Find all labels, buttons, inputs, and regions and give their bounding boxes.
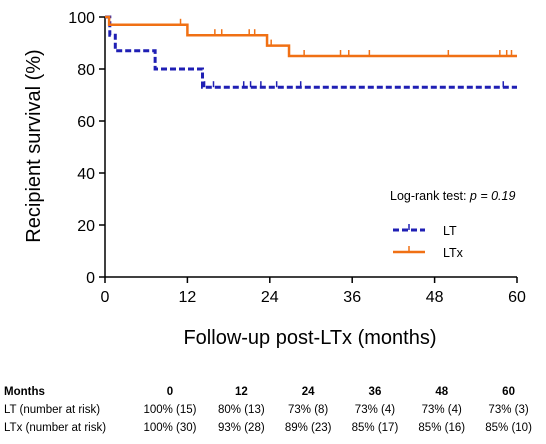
risk-cell: 85% (10)	[485, 422, 532, 434]
y-tick-label: 60	[77, 114, 95, 131]
risk-row-lt: LT (number at risk) 100% (15) 80% (13) 7…	[4, 401, 542, 419]
x-tick-label: 24	[261, 289, 279, 306]
x-tick-label: 60	[508, 289, 526, 306]
risk-cell: 100% (30)	[143, 422, 197, 434]
risk-cell: 73% (3)	[488, 404, 529, 416]
x-axis-label: Follow-up post-LTx (months)	[183, 327, 436, 349]
y-axis-label: Recipient survival (%)	[23, 49, 45, 242]
month-header: 60	[502, 386, 515, 398]
risk-cell: 73% (8)	[288, 404, 329, 416]
risk-cell: 85% (16)	[418, 422, 466, 434]
y-tick-label: 0	[86, 270, 95, 287]
risk-row-ltx: LTx (number at risk) 100% (30) 93% (28) …	[4, 419, 542, 437]
series-line-ltx	[105, 15, 517, 58]
month-header: 0	[166, 386, 174, 398]
x-tick-label: 48	[426, 289, 444, 306]
logrank-stat: p	[469, 189, 477, 203]
risk-cell: 100% (15)	[143, 404, 197, 416]
month-header: 48	[435, 386, 449, 398]
risk-cell: 85% (17)	[351, 422, 399, 434]
risk-table-header-label: Months	[4, 386, 45, 398]
x-tick-label: 36	[343, 289, 361, 306]
y-tick-label: 80	[77, 62, 95, 79]
month-header: 12	[234, 386, 248, 398]
logrank-prefix: Log-rank test:	[390, 189, 470, 203]
risk-table-header-row: Months 0 12 24 36 48 60	[4, 383, 542, 401]
risk-cell: 73% (4)	[421, 404, 462, 416]
logrank-eq: =	[477, 189, 491, 203]
y-tick-label: 100	[68, 10, 95, 27]
x-tick-label: 12	[179, 289, 197, 306]
risk-row-label: LTx (number at risk)	[4, 422, 107, 434]
number-at-risk-table: Months 0 12 24 36 48 60 LT (number at ri…	[4, 383, 542, 437]
legend-label-ltx: LTx	[443, 246, 464, 260]
survival-chart: 0 12 24 36 48 60 0 20 40 60 80 100 Recipient surviv…	[23, 10, 526, 349]
risk-cell: 93% (28)	[218, 422, 265, 434]
y-tick-label: 20	[77, 218, 95, 235]
series-line-lt	[105, 15, 517, 89]
y-tick-label: 40	[77, 166, 95, 183]
month-header: 24	[301, 386, 315, 398]
logrank-annotation: Log-rank test: p = 0.19	[390, 189, 515, 203]
risk-row-label: LT (number at risk)	[4, 404, 101, 416]
month-header: 36	[368, 386, 382, 398]
x-tick-label: 0	[101, 289, 110, 306]
logrank-value: 0.19	[491, 189, 515, 203]
legend: LT LTx	[393, 224, 464, 260]
risk-cell: 73% (4)	[354, 404, 396, 416]
risk-cell: 89% (23)	[284, 422, 332, 434]
legend-label-lt: LT	[443, 224, 457, 238]
risk-cell: 80% (13)	[218, 404, 265, 416]
